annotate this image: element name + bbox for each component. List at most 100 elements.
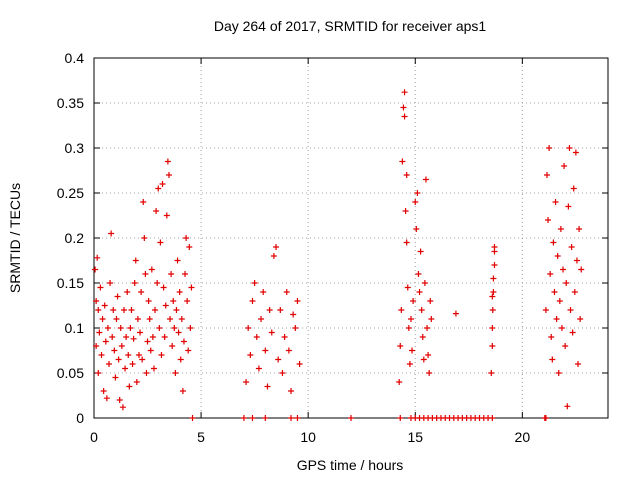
data-point bbox=[102, 338, 109, 345]
data-point bbox=[563, 280, 570, 286]
data-point bbox=[491, 262, 498, 268]
data-point bbox=[165, 172, 172, 178]
data-point bbox=[576, 226, 583, 232]
data-point bbox=[171, 325, 178, 331]
data-point bbox=[407, 316, 414, 322]
data-point bbox=[154, 280, 161, 286]
data-point bbox=[126, 383, 133, 390]
data-point bbox=[139, 356, 146, 363]
data-point bbox=[564, 403, 571, 410]
data-point bbox=[420, 356, 427, 363]
data-point bbox=[260, 289, 267, 295]
data-point bbox=[140, 199, 147, 205]
data-point bbox=[132, 257, 139, 264]
data-point bbox=[170, 298, 177, 304]
data-point bbox=[577, 316, 584, 322]
data-point bbox=[142, 271, 149, 277]
data-point bbox=[184, 298, 191, 304]
data-point bbox=[554, 253, 561, 259]
data-point bbox=[107, 280, 114, 286]
data-point bbox=[572, 149, 579, 156]
data-point bbox=[405, 325, 412, 331]
data-point bbox=[100, 388, 107, 394]
data-point bbox=[138, 289, 145, 295]
data-point bbox=[296, 361, 303, 367]
data-point bbox=[413, 226, 420, 232]
data-point bbox=[130, 335, 137, 342]
data-point bbox=[409, 347, 416, 354]
y-tick-label: 0.05 bbox=[57, 365, 84, 381]
data-point bbox=[397, 343, 404, 349]
data-point bbox=[417, 248, 424, 255]
data-point bbox=[255, 365, 262, 372]
data-point bbox=[117, 325, 124, 331]
data-point bbox=[419, 334, 426, 340]
data-point bbox=[489, 293, 496, 300]
data-point bbox=[489, 343, 496, 349]
data-point bbox=[133, 379, 140, 385]
data-point bbox=[182, 271, 189, 277]
y-tick-label: 0.3 bbox=[65, 140, 85, 156]
data-point bbox=[550, 239, 557, 246]
data-point bbox=[281, 334, 288, 340]
data-point bbox=[125, 352, 132, 358]
data-point bbox=[547, 271, 554, 277]
data-point bbox=[160, 284, 167, 291]
data-point bbox=[245, 325, 252, 331]
data-point bbox=[131, 280, 138, 286]
data-point bbox=[553, 316, 560, 322]
data-point bbox=[266, 307, 273, 313]
data-point bbox=[240, 415, 247, 421]
data-point bbox=[108, 230, 115, 237]
data-point bbox=[273, 244, 280, 250]
y-tick-label: 0.2 bbox=[65, 230, 85, 246]
data-point bbox=[111, 347, 118, 354]
y-tick-label: 0.1 bbox=[65, 320, 85, 336]
data-point bbox=[122, 365, 129, 372]
data-point bbox=[99, 316, 106, 322]
data-point bbox=[416, 289, 423, 295]
data-point bbox=[120, 307, 127, 313]
data-point bbox=[549, 356, 556, 363]
data-point bbox=[116, 397, 123, 403]
data-point bbox=[147, 347, 154, 354]
data-point bbox=[418, 307, 425, 313]
data-point bbox=[179, 388, 186, 394]
data-point bbox=[104, 325, 111, 331]
data-point bbox=[127, 325, 134, 331]
y-tick-label: 0 bbox=[76, 410, 84, 426]
data-point bbox=[403, 239, 410, 246]
chart-title: Day 264 of 2017, SRMTID for receiver aps… bbox=[214, 18, 487, 34]
data-point bbox=[546, 145, 553, 151]
data-point bbox=[264, 383, 271, 390]
data-point bbox=[555, 370, 562, 376]
data-point bbox=[489, 307, 496, 313]
data-point bbox=[490, 275, 497, 282]
data-point bbox=[562, 343, 569, 349]
x-tick-label: 10 bbox=[300, 429, 316, 445]
data-point bbox=[258, 316, 265, 322]
data-point bbox=[397, 415, 404, 421]
data-point bbox=[249, 298, 256, 304]
data-point bbox=[247, 352, 254, 358]
data-point bbox=[262, 347, 269, 354]
y-tick-label: 0.15 bbox=[57, 275, 84, 291]
data-point bbox=[279, 370, 286, 376]
data-point bbox=[551, 289, 558, 295]
data-point bbox=[177, 356, 184, 363]
data-point bbox=[489, 325, 496, 331]
data-point bbox=[97, 284, 104, 291]
data-point bbox=[94, 254, 101, 261]
data-point bbox=[149, 334, 156, 340]
data-point bbox=[290, 311, 297, 318]
data-point bbox=[452, 310, 459, 317]
x-tick-label: 15 bbox=[407, 429, 423, 445]
data-point bbox=[557, 226, 564, 232]
y-tick-label: 0.35 bbox=[57, 95, 84, 111]
data-point bbox=[119, 404, 126, 411]
data-point bbox=[412, 199, 419, 205]
data-point bbox=[175, 329, 182, 336]
data-point bbox=[400, 104, 407, 111]
data-point bbox=[103, 395, 110, 402]
data-point bbox=[135, 352, 142, 358]
